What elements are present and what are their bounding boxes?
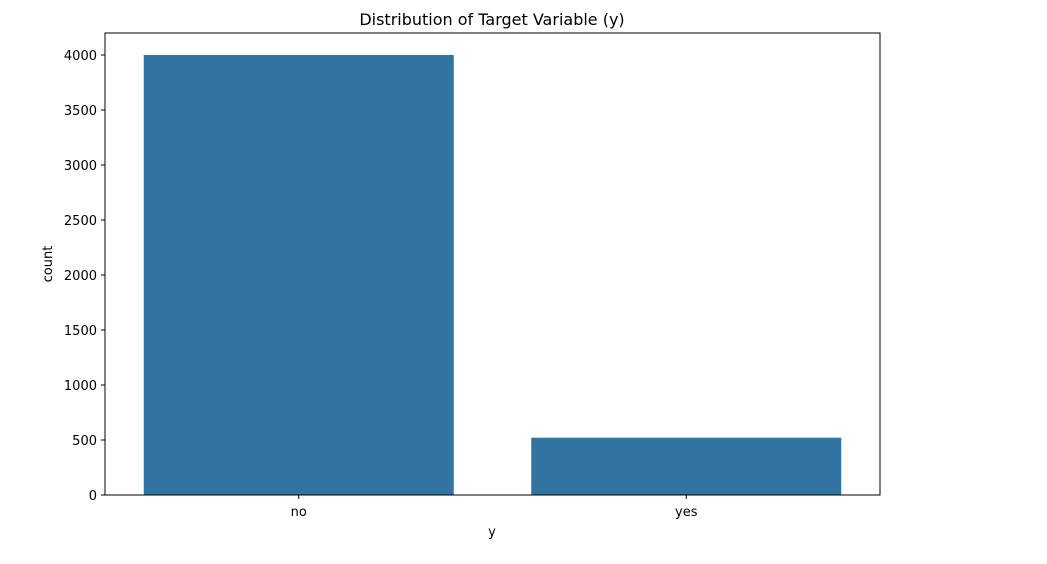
x-tick-label: no [291, 505, 307, 520]
x-tick-label: yes [675, 505, 698, 520]
y-tick-label: 3000 [64, 159, 97, 174]
y-tick-label: 2000 [64, 269, 97, 284]
x-axis-ticks: no yes [291, 495, 698, 520]
y-tick-label: 2500 [64, 214, 97, 229]
y-tick-label: 4000 [64, 49, 97, 64]
plot-frame [104, 32, 881, 496]
y-tick-label: 1000 [64, 379, 97, 394]
y-tick-label: 500 [72, 434, 97, 449]
y-tick-label: 1500 [64, 324, 97, 339]
y-tick-label: 3500 [64, 104, 97, 119]
y-axis-ticks: 0 500 1000 1500 2000 2500 3000 3500 4000 [64, 49, 105, 504]
x-axis-label: y [488, 525, 496, 540]
bar-no [143, 55, 454, 495]
y-axis-label: count [41, 246, 56, 283]
bars-group [143, 55, 842, 495]
chart-title: Distribution of Target Variable (y) [359, 10, 624, 29]
y-tick-label: 0 [89, 489, 97, 504]
bar-yes [531, 437, 842, 495]
